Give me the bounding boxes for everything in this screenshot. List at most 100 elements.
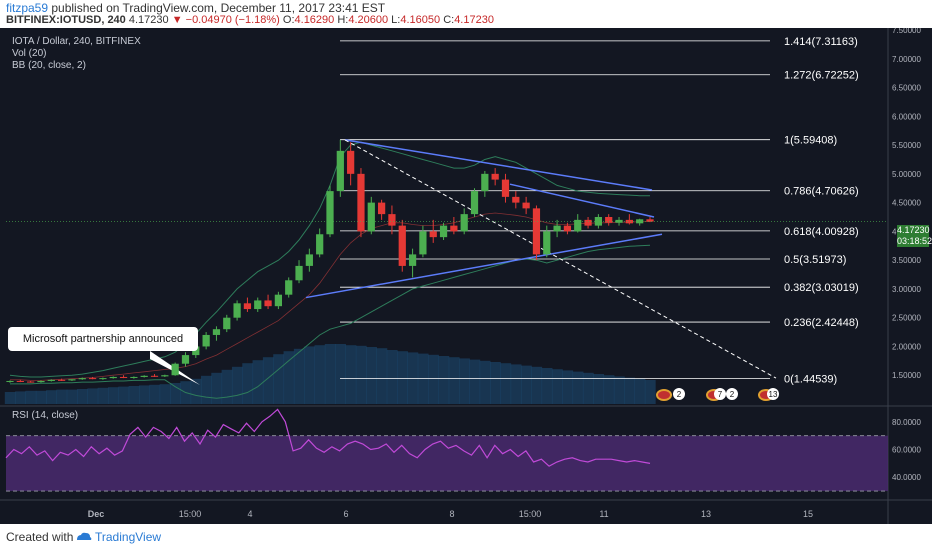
candle-body	[460, 214, 468, 232]
created-with-label: Created with	[6, 530, 74, 544]
annotation-callout[interactable]: Microsoft partnership announced	[8, 327, 198, 351]
y-tick-label: 1.50000	[892, 371, 921, 380]
event-count-badge: 7	[714, 388, 726, 400]
candle-body	[543, 231, 551, 255]
candle-body	[150, 375, 159, 377]
volume-bar	[613, 376, 625, 404]
candle-body	[347, 150, 355, 174]
volume-bar	[531, 366, 543, 404]
candle-body	[254, 300, 262, 310]
volume-bar	[469, 359, 481, 404]
tradingview-logo-icon[interactable]	[76, 531, 92, 542]
candle-body	[491, 173, 499, 180]
candle-body	[233, 303, 241, 318]
candle-body	[584, 219, 592, 226]
volume-bar	[366, 347, 377, 404]
rsi-tick-label: 60.0000	[892, 446, 921, 455]
candle-body	[501, 179, 510, 197]
x-tick-label: 11	[599, 509, 608, 519]
candle-body	[398, 225, 406, 266]
candle-body	[202, 334, 210, 347]
volume-bar	[376, 348, 388, 404]
volume-bar	[572, 371, 584, 404]
bollinger-lower-line	[10, 244, 651, 399]
price-chart[interactable]: 7.50000 7.00000 6.50000 6.00000 5.50000 5.000…	[0, 28, 932, 524]
dashed-projection-line	[344, 139, 777, 379]
candle-body	[357, 173, 365, 232]
volume-bar	[624, 377, 636, 404]
candle-body	[171, 363, 179, 376]
volume-bar	[448, 357, 460, 404]
x-tick-label: 4	[247, 509, 252, 519]
volume-bar	[149, 384, 161, 404]
volume-bar	[644, 380, 656, 404]
volume-bar	[108, 387, 119, 404]
rsi-line	[5, 408, 651, 467]
publish-line: fitzpa59 published on TradingView.com, D…	[6, 1, 385, 15]
low-value: 4.16050	[400, 14, 441, 26]
candle-body	[388, 214, 396, 226]
candle-body	[419, 231, 427, 255]
volume-bar	[459, 358, 470, 404]
candle-body	[140, 375, 148, 377]
y-tick-label: 4.50000	[892, 199, 921, 208]
volume-bar	[479, 360, 491, 404]
volume-bar	[4, 392, 16, 404]
x-tick-label: 15:00	[519, 509, 542, 519]
candle-body	[16, 380, 24, 382]
y-tick-label: 6.50000	[892, 84, 921, 93]
ohlc-line: BITFINEX:IOTUSD, 240 4.17230 ▼ −0.04970 …	[6, 14, 494, 26]
candle-body	[326, 191, 334, 235]
candle-body	[37, 380, 45, 383]
volume-bar	[56, 389, 68, 404]
rsi-band-fill	[6, 435, 888, 492]
fib-level-label: 0.382(3.03019)	[784, 282, 859, 294]
fib-level-label: 0.786(4.70626)	[784, 186, 859, 198]
volume-bar	[314, 345, 326, 404]
candle-body	[192, 346, 200, 356]
rsi-legend: RSI (14, close)	[12, 410, 79, 421]
volume-bar	[520, 365, 532, 404]
volume-bar	[25, 390, 37, 404]
y-tick-label: 6.00000	[892, 112, 921, 121]
tradingview-brand-link[interactable]: TradingView	[95, 530, 162, 544]
footer-bar	[0, 524, 932, 550]
candle-body	[646, 219, 654, 222]
author-link[interactable]: fitzpa59	[6, 1, 49, 15]
volume-bar	[200, 375, 212, 404]
volume-bar	[66, 389, 78, 404]
volume-bar	[273, 354, 285, 404]
volume-bar	[335, 344, 346, 404]
volume-bar	[46, 390, 57, 404]
candle-body	[522, 202, 530, 209]
volume-bar	[283, 351, 295, 404]
y-tick-label: 3.00000	[892, 285, 921, 294]
x-tick-label: 8	[449, 509, 454, 519]
header-bar: fitzpa59 published on TradingView.com, D…	[0, 0, 932, 28]
candle-body	[378, 202, 386, 215]
fib-level-label: 0.5(3.51973)	[784, 254, 846, 266]
y-tick-label: 7.00000	[892, 55, 921, 64]
x-tick-label: 13	[701, 509, 711, 519]
candle-body	[439, 225, 448, 238]
last-price: 4.17230	[128, 14, 169, 26]
volume-bar	[551, 369, 563, 404]
candle-body	[264, 300, 272, 307]
y-tick-label: 2.00000	[892, 342, 921, 351]
volume-bar	[293, 348, 305, 404]
volume-bar	[139, 385, 150, 404]
rsi-tick-label: 80.0000	[892, 418, 921, 427]
candle-body	[295, 265, 303, 281]
candle-body	[512, 196, 520, 203]
candle-body	[563, 225, 572, 232]
fib-level-label: 0(1.44539)	[784, 373, 837, 385]
event-flag-icon[interactable]	[656, 389, 672, 401]
volume-bar	[562, 370, 574, 404]
fib-level-label: 1.414(7.31163)	[784, 36, 858, 48]
fib-level-label: 1.272(6.72252)	[784, 70, 859, 82]
symbol-label: BITFINEX:IOTUSD, 240	[6, 14, 126, 26]
candle-body	[605, 217, 613, 223]
candle-body	[470, 191, 479, 215]
close-value: 4.17230	[454, 14, 494, 26]
candle-body	[223, 317, 231, 330]
